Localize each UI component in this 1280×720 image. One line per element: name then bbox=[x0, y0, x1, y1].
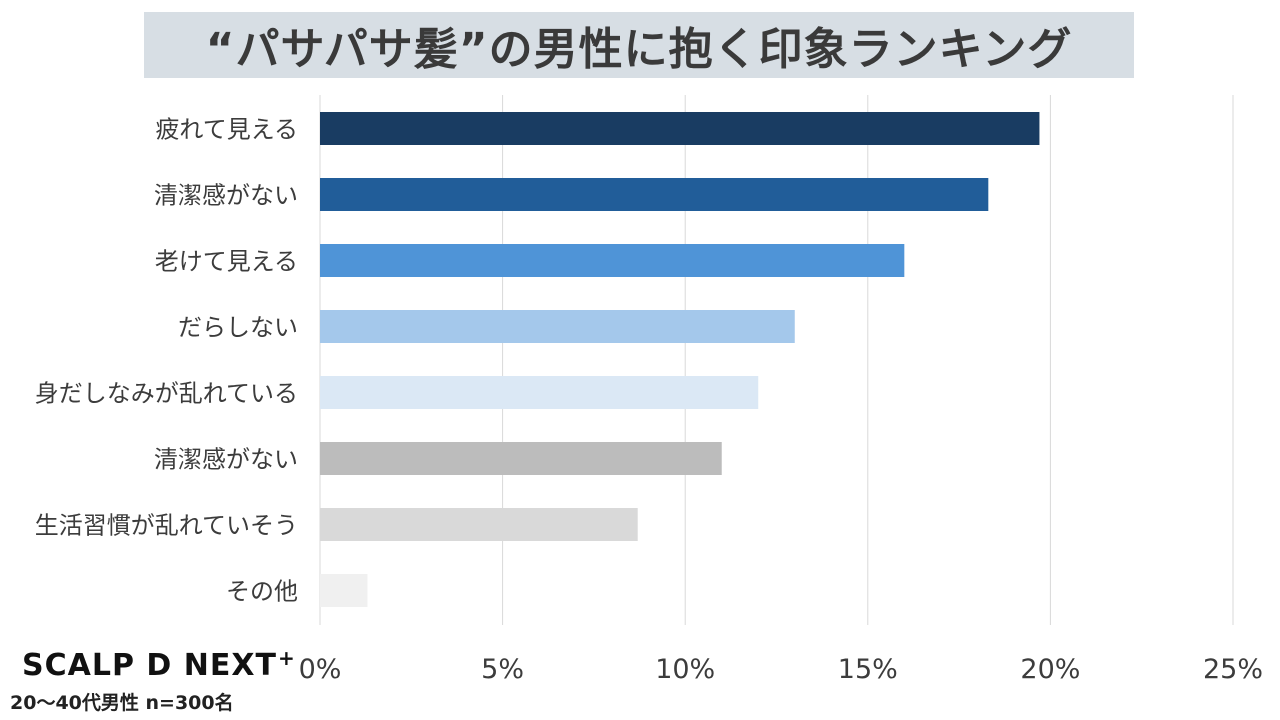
chart-title: “パサパサ髪”の男性に抱く印象ランキング bbox=[205, 24, 1073, 75]
bar bbox=[320, 112, 1040, 145]
category-label: 生活習慣が乱れていそう bbox=[35, 512, 298, 540]
x-tick-label: 10% bbox=[655, 654, 715, 685]
category-label: だらしない bbox=[178, 314, 298, 342]
title-banner: “パサパサ髪”の男性に抱く印象ランキング bbox=[144, 12, 1134, 78]
category-labels: 疲れて見える清潔感がない老けて見えるだらしない身だしなみが乱れている清潔感がない… bbox=[35, 116, 298, 606]
x-tick-label: 0% bbox=[299, 654, 342, 685]
x-tick-label: 5% bbox=[481, 654, 524, 685]
logo-plus: + bbox=[277, 646, 295, 670]
category-label: 身だしなみが乱れている bbox=[35, 380, 298, 408]
bar bbox=[320, 574, 368, 607]
bar bbox=[320, 178, 989, 211]
bar bbox=[320, 244, 905, 277]
gridlines bbox=[319, 95, 1234, 625]
bar bbox=[320, 376, 759, 409]
bars bbox=[320, 112, 1040, 607]
bar bbox=[320, 442, 722, 475]
x-tick-label: 20% bbox=[1020, 654, 1080, 685]
bar bbox=[320, 310, 795, 343]
sample-note: 20〜40代男性 n=300名 bbox=[10, 692, 234, 714]
brand-logo: SCALP D NEXT + bbox=[22, 648, 295, 683]
category-label: 清潔感がない bbox=[154, 446, 298, 474]
x-tick-labels: 0% 5% 10% 15% 20% 25% bbox=[299, 654, 1263, 685]
bar bbox=[320, 508, 638, 541]
category-label: 疲れて見える bbox=[155, 116, 298, 144]
x-tick-label: 25% bbox=[1203, 654, 1263, 685]
category-label: 老けて見える bbox=[155, 248, 298, 276]
category-label: 清潔感がない bbox=[154, 182, 298, 210]
logo-text: SCALP D NEXT bbox=[22, 648, 277, 683]
category-label: その他 bbox=[226, 578, 298, 606]
x-tick-label: 15% bbox=[838, 654, 898, 685]
